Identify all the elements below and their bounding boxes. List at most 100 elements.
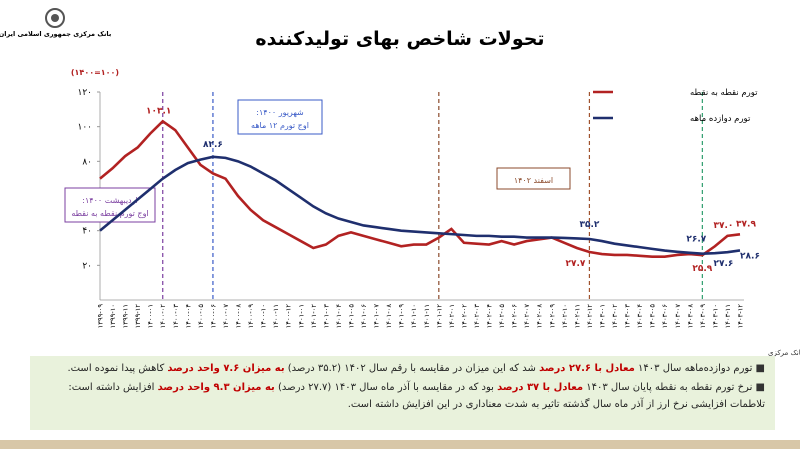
x-tick-label: ۱۴۰۳-۱۱ — [724, 304, 732, 328]
x-tick-label: ۱۴۰۲-۱۱ — [573, 304, 581, 328]
x-tick-label: ۱۴۰۳-۱۲ — [737, 304, 745, 329]
x-tick-label: ۱۴۰۰-۰۸ — [235, 304, 243, 329]
x-tick-label: ۱۴۰۰-۱۰ — [260, 304, 268, 328]
x-tick-label: ۱۴۰۲-۰۵ — [498, 304, 506, 329]
data-label: ۲۶.۷ — [686, 235, 706, 245]
bullet-text: بود که در مقایسه با آذر ماه سال ۱۴۰۳ (۲۷… — [274, 382, 498, 393]
x-tick-label: ۱۴۰۳-۰۱ — [598, 304, 606, 328]
x-tick-label: ۱۴۰۲-۱۲ — [586, 304, 594, 329]
bullet-text: به میزان ۷.۶ واحد درصد — [167, 363, 285, 374]
x-tick-label: ۱۴۰۰-۰۷ — [222, 304, 230, 329]
x-tick-label: ۱۴۰۰-۰۵ — [197, 304, 205, 329]
logo — [51, 14, 59, 22]
x-tick-label: ۱۴۰۲-۰۱ — [448, 304, 456, 328]
bullet-text: به میزان ۹.۳ واحد درصد — [157, 382, 275, 393]
notes: ■ تورم دوازده‌ماهه سال ۱۴۰۳ معادل با ۲۷.… — [30, 356, 775, 430]
data-label: ۱۰۳.۱ — [146, 106, 171, 116]
bullet: ■ تورم دوازده‌ماهه سال ۱۴۰۳ معادل با ۲۷.… — [40, 360, 765, 377]
bullet-marker: ■ — [752, 363, 765, 374]
bullet-text: افزایش داشته است: تلاطمات افزایشی نرخ ار… — [68, 382, 765, 410]
bullet-text: شد که این میزان در مقایسه با رقم سال ۱۴۰… — [284, 363, 540, 374]
x-tick-label: ۱۴۰۲-۰۹ — [548, 304, 556, 329]
data-label: ۲۸.۶ — [740, 251, 760, 261]
x-tick-label: ۱۴۰۳-۰۶ — [661, 304, 669, 329]
x-tick-label: ۱۴۰۲-۰۲ — [460, 304, 468, 329]
x-tick-label: ۱۴۰۳-۰۹ — [699, 304, 707, 329]
x-tick-label: ۱۴۰۲-۱۰ — [561, 304, 569, 328]
x-tick-label: ۱۴۰۱-۱۱ — [423, 304, 431, 328]
annotation-text: شهریور ۱۴۰۰: — [256, 108, 304, 117]
y-tick-label: ۴۰ — [82, 227, 92, 237]
annotation-text: اردیبهشت ۱۴۰۰: — [82, 196, 137, 205]
annotation-text: اوج تورم ۱۲ ماهه — [251, 121, 309, 130]
data-label: ۳۷.۰ — [713, 221, 733, 231]
x-tick-label: ۱۴۰۲-۰۶ — [511, 304, 519, 329]
annotation-text: اسفند ۱۴۰۲ — [514, 176, 553, 185]
y-tick-label: ۸۰ — [82, 157, 92, 167]
bullet-text: تورم دوازده‌ماهه سال ۱۴۰۳ — [634, 363, 753, 374]
x-tick-label: ۱۴۰۱-۱۲ — [435, 304, 443, 329]
logo — [45, 8, 65, 28]
bullet-text: معادل با ۲۷.۶ درصد — [539, 363, 635, 374]
x-tick-label: ۱۴۰۱-۱۰ — [410, 304, 418, 328]
x-tick-label: ۱۴۰۱-۰۹ — [398, 304, 406, 329]
data-label: ۳۵.۲ — [579, 220, 599, 230]
bullet-text: معادل با ۳۷ درصد — [497, 382, 584, 393]
bullet-marker: ■ — [752, 382, 765, 393]
x-tick-label: ۱۴۰۱-۰۳ — [322, 304, 330, 329]
chart-title: تحولات شاخص بهای تولیدکننده — [255, 28, 544, 50]
legend-label: تورم نقطه به نقطه — [690, 88, 758, 98]
y-tick-label: ۱۰۰ — [77, 123, 92, 133]
x-tick-label: ۱۴۰۰-۰۴ — [184, 304, 192, 329]
x-tick-label: ۱۴۰۱-۰۶ — [360, 304, 368, 329]
x-tick-label: ۱۴۰۳-۰۸ — [686, 304, 694, 329]
x-tick-label: ۱۴۰۳-۰۳ — [624, 304, 632, 329]
x-tick-label: ۱۴۰۱-۰۲ — [310, 304, 318, 329]
x-tick-label: ۱۳۹۹-۱۱ — [122, 304, 130, 328]
annotation-text: اوج تورم نقطه به نقطه — [71, 209, 148, 218]
x-tick-label: ۱۳۹۹-۱۲ — [134, 304, 142, 329]
x-tick-label: ۱۴۰۳-۰۵ — [649, 304, 657, 329]
bullet-text: نرخ تورم نقطه به نقطه پایان سال ۱۴۰۳ — [583, 382, 753, 393]
line — [99, 119, 741, 258]
data-label: ۲۷.۶ — [713, 259, 733, 269]
x-tick-label: ۱۴۰۲-۰۷ — [523, 304, 531, 329]
x-tick-label: ۱۴۰۱-۰۱ — [297, 304, 305, 328]
annotation-box — [496, 167, 571, 190]
source: مأخذ: بانک مرکزی — [768, 347, 800, 357]
data-label: ۲۷.۷ — [565, 259, 585, 269]
x-tick-label: ۱۴۰۰-۰۱ — [147, 304, 155, 328]
y-tick-label: ۲۰ — [82, 261, 92, 271]
line — [99, 155, 741, 256]
x-tick-label: ۱۴۰۳-۱۰ — [711, 304, 719, 328]
x-tick-label: ۱۴۰۰-۱۱ — [272, 304, 280, 328]
bank-name: بانک مرکزی جمهوری اسلامی ایران — [0, 30, 111, 38]
data-label: ۳۷.۹ — [736, 219, 756, 229]
data-label: ۲۵.۹ — [692, 264, 712, 274]
unit-label: (۱۴۰۰=۱۰۰) — [71, 68, 119, 77]
x-tick-label: ۱۴۰۳-۰۷ — [674, 304, 682, 329]
x-tick-label: ۱۴۰۰-۰۶ — [209, 304, 217, 329]
x-tick-label: ۱۴۰۲-۰۸ — [536, 304, 544, 329]
x-tick-label: ۱۴۰۳-۰۲ — [611, 304, 619, 329]
x-tick-label: ۱۴۰۰-۰۲ — [159, 304, 167, 329]
data-label: ۸۲.۶ — [203, 140, 223, 150]
bullet: ■ نرخ تورم نقطه به نقطه پایان سال ۱۴۰۳ م… — [40, 379, 765, 413]
bullet-text: کاهش پیدا نموده است. — [67, 363, 168, 374]
y-tick-label: ۱۲۰ — [77, 88, 92, 98]
x-tick-label: ۱۴۰۱-۰۴ — [335, 304, 343, 329]
x-tick-label: ۱۴۰۳-۰۴ — [636, 304, 644, 329]
x-tick-label: ۱۴۰۱-۰۷ — [373, 304, 381, 329]
x-tick-label: ۱۴۰۱-۰۸ — [385, 304, 393, 329]
annotation-box — [64, 187, 156, 223]
x-tick-label: ۱۳۹۹-۰۹ — [97, 304, 105, 329]
x-tick-label: ۱۴۰۱-۰۵ — [347, 304, 355, 329]
x-tick-label: ۱۳۹۹-۱۰ — [109, 304, 117, 328]
footer-strip — [0, 440, 800, 449]
legend-label: تورم دوازده ماهه — [690, 114, 751, 124]
x-tick-label: ۱۴۰۲-۰۴ — [486, 304, 494, 329]
x-tick-label: ۱۴۰۰-۱۲ — [285, 304, 293, 329]
x-tick-label: ۱۴۰۲-۰۳ — [473, 304, 481, 329]
